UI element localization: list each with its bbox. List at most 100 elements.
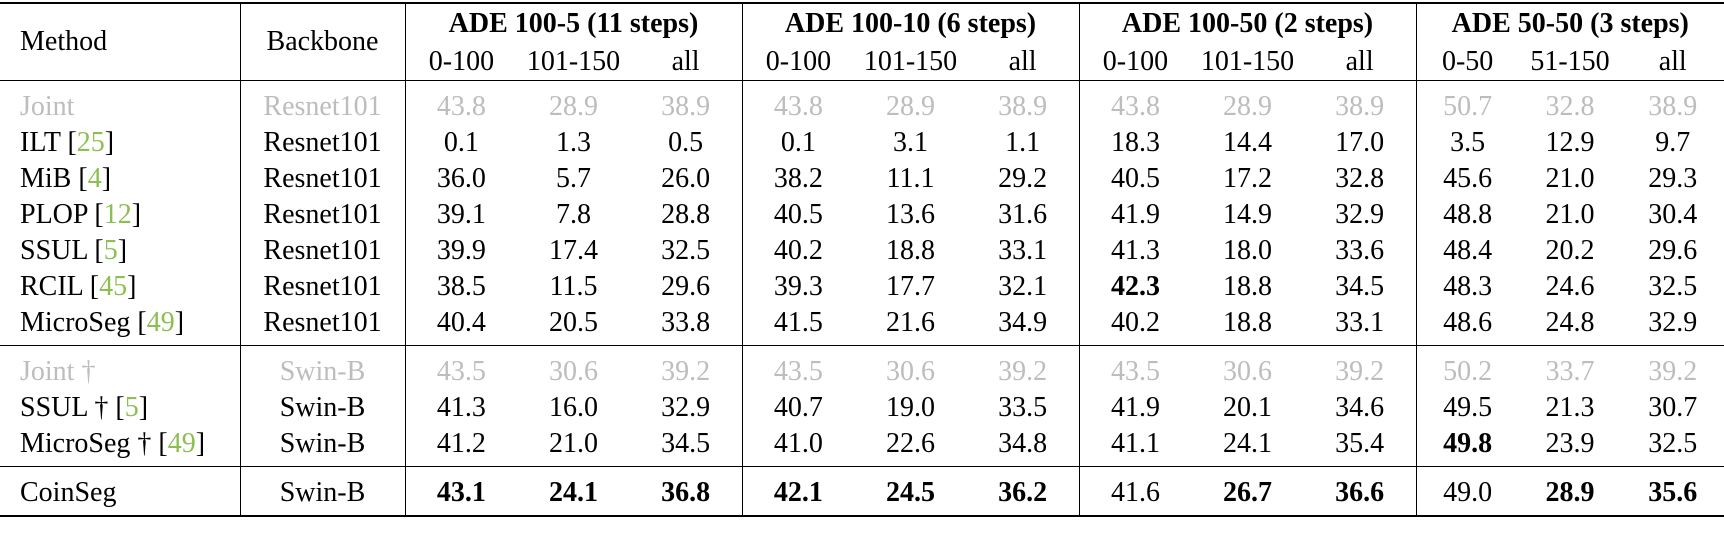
value-cell: 11.5 (549, 271, 598, 302)
subcolumn-header: 0-100 (765, 46, 832, 77)
value-cell: 41.9 (1110, 392, 1160, 423)
table-row: PLOP [12] Resnet101 39.1 7.8 28.8 40.5 13.6 31.… (0, 197, 1724, 233)
citation: 5 (124, 392, 139, 423)
backbone-cell: Swin-B (240, 390, 406, 426)
method-name: ] (174, 307, 185, 338)
method-name: CoinSeg (20, 477, 117, 508)
value-cell: 28.9 (1545, 477, 1595, 508)
value-cell: 24.1 (548, 477, 598, 508)
value-cell: 17.7 (886, 271, 935, 302)
value-cell: 32.8 (1303, 161, 1417, 197)
value-cell: 34.5 (1303, 269, 1417, 305)
method-header: Method (0, 3, 241, 81)
value-cell: 21.3 (1545, 392, 1595, 423)
value-cell: 39.9 (436, 235, 486, 266)
value-cell: 24.8 (1545, 307, 1595, 338)
method-cell: RCIL [45] (0, 269, 241, 305)
value-cell: 32.9 (1648, 307, 1698, 338)
value-cell: 18.8 (1223, 307, 1273, 338)
value-cell: 39.2 (1303, 345, 1417, 390)
value-cell: 36.2 (966, 466, 1080, 516)
value-cell: 20.1 (1223, 392, 1273, 423)
value-cell: 43.8 (773, 91, 823, 122)
value-cell: 38.9 (629, 80, 743, 125)
value-cell: 40.5 (773, 199, 823, 230)
method-name: Joint (20, 91, 75, 122)
value-cell: 32.8 (1545, 91, 1595, 122)
value-cell: 39.2 (629, 345, 743, 390)
value-cell: 0.1 (443, 127, 479, 158)
value-cell: 36.8 (629, 466, 743, 516)
value-cell: 11.1 (886, 163, 935, 194)
value-cell: 35.6 (1648, 477, 1698, 508)
table-row: MicroSeg † [49] Swin-B 41.2 21.0 34.5 41.0 22.… (0, 426, 1724, 467)
value-cell: 50.7 (1443, 91, 1493, 122)
value-cell: 42.3 (1110, 271, 1160, 302)
value-cell: 18.8 (886, 235, 935, 266)
value-cell: 41.0 (773, 428, 823, 459)
method-cell: PLOP [12] (0, 197, 241, 233)
value-cell: 0.5 (629, 125, 743, 161)
backbone-cell: Resnet101 (240, 125, 406, 161)
value-cell: 1.3 (555, 127, 591, 158)
value-cell: 5.7 (555, 163, 591, 194)
value-cell: 41.5 (773, 307, 823, 338)
method-cell: ILT [25] (0, 125, 241, 161)
method-name: ] (101, 163, 112, 194)
value-cell: 40.4 (436, 307, 486, 338)
value-cell: 21.0 (548, 428, 598, 459)
value-cell: 30.6 (1223, 356, 1273, 387)
method-name: ] (104, 127, 115, 158)
value-cell: 48.4 (1443, 235, 1493, 266)
method-name: ] (131, 199, 142, 230)
value-cell: 50.2 (1443, 356, 1493, 387)
value-cell: 29.6 (629, 269, 743, 305)
value-cell: 43.1 (436, 477, 486, 508)
value-cell: 21.6 (886, 307, 935, 338)
value-cell: 40.2 (773, 235, 823, 266)
table-row: RCIL [45] Resnet101 38.5 11.5 29.6 39.3 17.7 32… (0, 269, 1724, 305)
value-cell: 9.7 (1655, 127, 1691, 158)
value-cell: 38.5 (436, 271, 486, 302)
subcolumn-header: all (1658, 46, 1687, 77)
citation: 5 (103, 235, 118, 266)
value-cell: 28.9 (1223, 91, 1273, 122)
value-cell: 21.0 (1545, 163, 1595, 194)
value-cell: 30.6 (548, 356, 598, 387)
value-cell: 14.4 (1223, 127, 1273, 158)
method-name: MicroSeg † [ (20, 428, 168, 459)
table-row: ILT [25] Resnet101 0.1 1.3 0.5 0.1 3.1 1.1 18.3 1… (0, 125, 1724, 161)
subcolumn-header: all (966, 44, 1080, 81)
group-header: ADE 50-50 (3 steps) (1451, 8, 1689, 39)
backbone-cell: Swin-B (240, 466, 406, 516)
value-cell: 19.0 (886, 392, 935, 423)
value-cell: 17.0 (1303, 125, 1417, 161)
value-cell: 1.1 (966, 125, 1080, 161)
backbone-cell: Resnet101 (240, 269, 406, 305)
subcolumn-header: all (1303, 44, 1417, 81)
value-cell: 41.3 (436, 392, 486, 423)
group-header: ADE 100-5 (11 steps) (405, 3, 743, 44)
backbone-cell: Swin-B (240, 345, 406, 390)
value-cell: 43.8 (1110, 91, 1160, 122)
method-name: SSUL [ (20, 235, 104, 266)
value-cell: 32.9 (1303, 197, 1417, 233)
value-cell: 41.3 (1110, 235, 1160, 266)
value-cell: 28.9 (548, 91, 598, 122)
value-cell: 39.1 (436, 199, 486, 230)
value-cell: 29.6 (1648, 235, 1698, 266)
value-cell: 3.1 (893, 127, 928, 158)
subcolumn-header: 51-150 (1530, 46, 1610, 77)
value-cell: 34.9 (966, 305, 1080, 346)
method-cell: MicroSeg [49] (0, 305, 241, 346)
method-cell: CoinSeg (0, 466, 241, 516)
value-cell: 38.9 (1648, 91, 1698, 122)
value-cell: 39.3 (773, 271, 823, 302)
value-cell: 33.8 (629, 305, 743, 346)
value-cell: 43.5 (436, 356, 486, 387)
value-cell: 18.8 (1223, 271, 1273, 302)
value-cell: 24.1 (1223, 428, 1273, 459)
value-cell: 33.7 (1545, 356, 1595, 387)
method-name: ] (195, 428, 206, 459)
value-cell: 39.2 (1648, 356, 1698, 387)
